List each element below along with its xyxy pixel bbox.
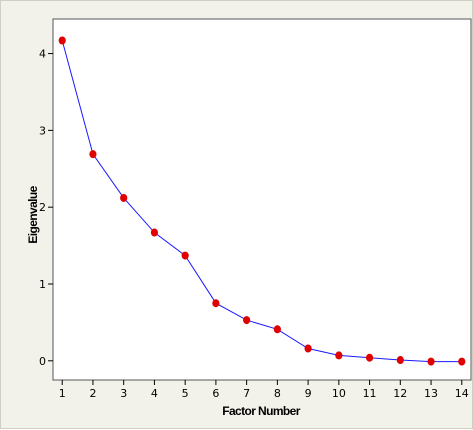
x-tick-label: 7 bbox=[243, 387, 250, 400]
data-point bbox=[427, 357, 435, 366]
data-point bbox=[120, 193, 128, 202]
y-tick-label: 3 bbox=[39, 124, 46, 137]
y-axis: 0 1 2 3 4 bbox=[39, 48, 53, 368]
data-point bbox=[150, 228, 159, 237]
x-tick-label: 1 bbox=[59, 387, 66, 400]
series-line bbox=[61, 40, 462, 363]
x-tick-label: 5 bbox=[182, 387, 189, 400]
x-tick-label: 9 bbox=[305, 387, 312, 400]
y-tick-label: 0 bbox=[39, 355, 46, 368]
x-axis-title: Factor Number bbox=[222, 404, 300, 418]
x-tick-label: 8 bbox=[274, 387, 281, 400]
x-tick-label: 10 bbox=[332, 387, 346, 400]
x-tick-label: 6 bbox=[212, 387, 219, 400]
data-point bbox=[58, 36, 66, 45]
y-axis-title: Eigenvalue bbox=[26, 185, 40, 243]
x-tick-label: 3 bbox=[120, 387, 127, 400]
data-point bbox=[243, 316, 251, 325]
data-point bbox=[304, 344, 312, 353]
data-point bbox=[365, 353, 374, 362]
y-tick-label: 1 bbox=[39, 278, 46, 291]
x-axis: 1 2 3 4 5 6 7 8 9 10 11 12 13 14 bbox=[59, 380, 469, 400]
data-point bbox=[335, 351, 343, 360]
data-point bbox=[458, 357, 466, 366]
x-tick-label: 12 bbox=[393, 387, 407, 400]
y-tick-label: 2 bbox=[39, 201, 46, 214]
data-point bbox=[212, 299, 220, 308]
x-tick-label: 2 bbox=[89, 387, 96, 400]
x-tick-label: 11 bbox=[363, 387, 377, 400]
data-point bbox=[89, 150, 97, 159]
x-tick-label: 13 bbox=[424, 387, 438, 400]
data-point bbox=[396, 356, 404, 365]
series-layer bbox=[58, 36, 466, 366]
plot-area bbox=[52, 18, 472, 381]
x-tick-label: 14 bbox=[455, 387, 469, 400]
y-tick-label: 4 bbox=[39, 48, 46, 61]
data-point bbox=[181, 251, 189, 260]
x-tick-label: 4 bbox=[151, 387, 158, 400]
data-point bbox=[273, 325, 281, 334]
